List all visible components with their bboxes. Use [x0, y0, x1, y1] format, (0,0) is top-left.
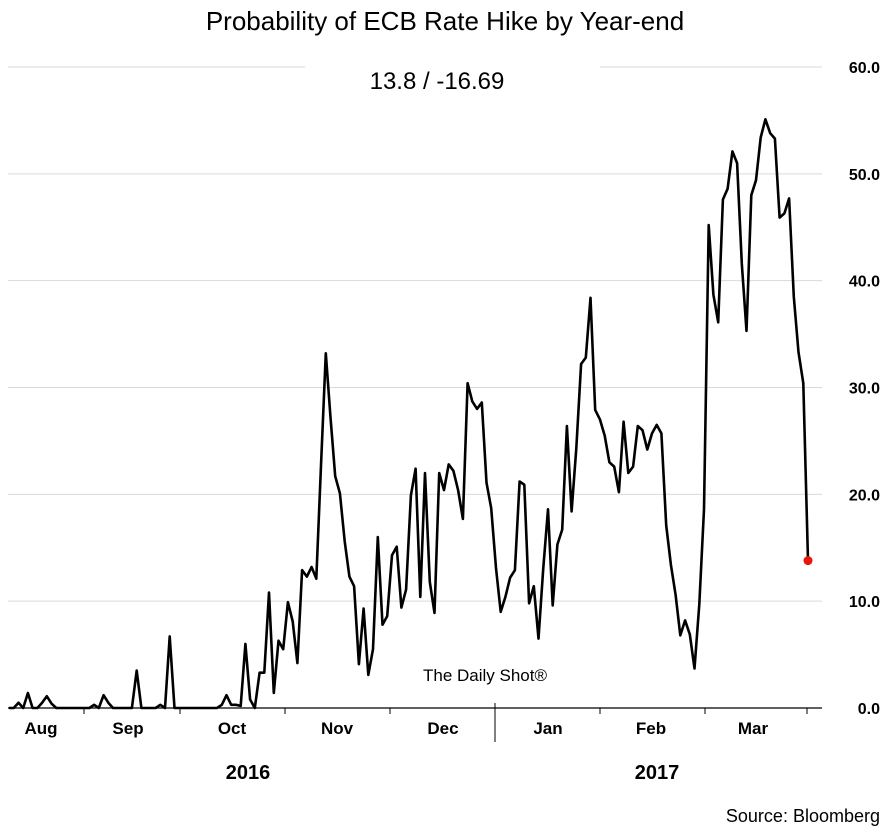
x-tick-label: Feb	[636, 719, 666, 738]
y-tick-label: 50.0	[849, 167, 880, 184]
chart-subtitle: 13.8 / -16.69	[369, 68, 505, 95]
gridlines	[8, 66, 822, 602]
year-label: 2017	[635, 762, 680, 784]
y-tick-label: 20.0	[849, 487, 880, 504]
x-tick-label: Nov	[321, 719, 354, 738]
series-group	[9, 118, 813, 710]
x-tick-label: Sep	[112, 719, 143, 738]
x-tick-label: Mar	[738, 719, 769, 738]
y-tick-label: 0.0	[858, 701, 880, 718]
last-value-point	[803, 556, 813, 566]
series-line	[9, 118, 810, 710]
x-tick-label: Dec	[427, 719, 458, 738]
x-axis: Aug Sep Oct Nov Dec Jan Feb Mar 2016 2017	[8, 703, 822, 784]
y-tick-label: 60.0	[849, 60, 880, 77]
watermark-text: The Daily Shot®	[422, 666, 548, 685]
x-tick-label: Aug	[24, 719, 57, 738]
y-tick-label: 30.0	[849, 381, 880, 398]
x-tick-label: Oct	[218, 719, 247, 738]
y-axis: 0.0 10.0 20.0 30.0 40.0 50.0 60.0	[849, 60, 880, 718]
y-tick-label: 40.0	[849, 274, 880, 291]
chart-title: Probability of ECB Rate Hike by Year-end	[205, 6, 685, 36]
year-label: 2016	[226, 762, 271, 784]
x-tick-label: Jan	[533, 719, 562, 738]
source-note: Source: Bloomberg	[725, 806, 880, 826]
y-tick-label: 10.0	[849, 594, 880, 611]
